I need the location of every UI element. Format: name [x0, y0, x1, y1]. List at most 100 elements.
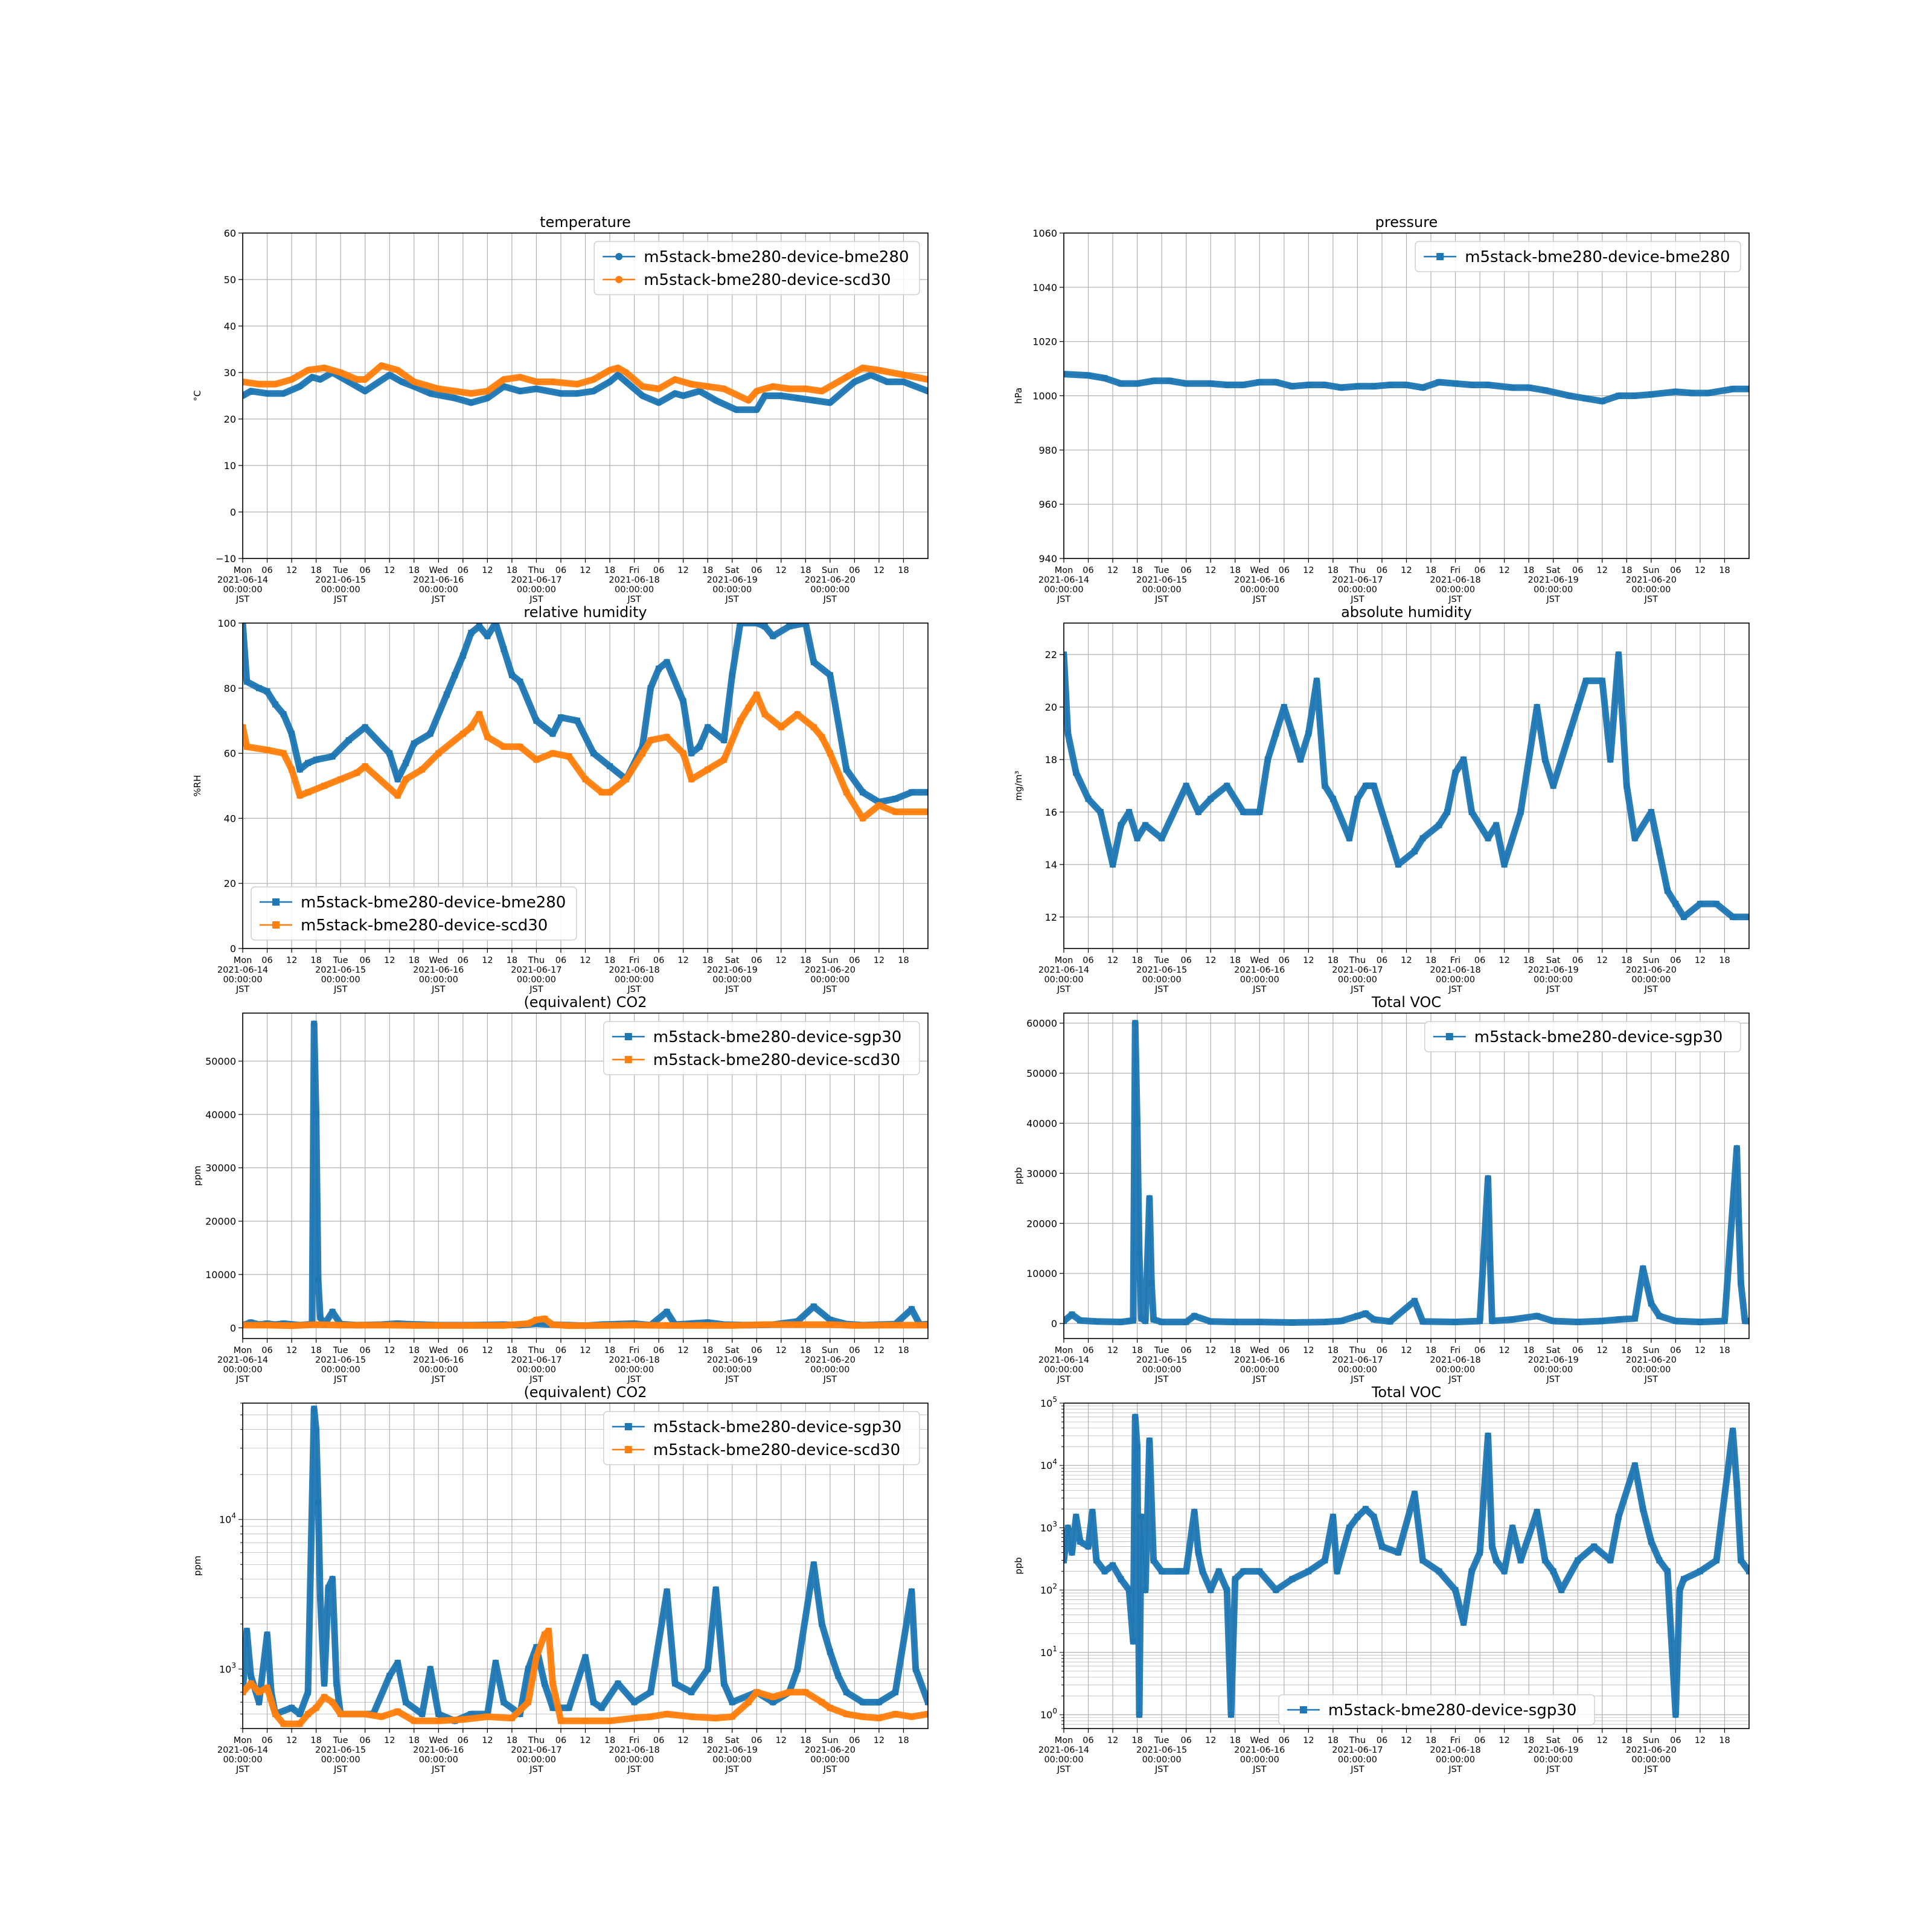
data-point: [729, 1322, 735, 1329]
x-tick-label: 18: [507, 1736, 517, 1745]
data-point: [1159, 1568, 1165, 1575]
y-tick-label-exp: 4: [231, 1512, 236, 1520]
data-point: [696, 1322, 703, 1329]
x-tick-day: Sun: [1643, 956, 1660, 965]
data-point: [243, 379, 246, 385]
data-point: [1064, 651, 1067, 658]
data-point: [1656, 1557, 1663, 1564]
y-tick-label: 104: [219, 1512, 236, 1526]
data-point: [1729, 913, 1736, 920]
data-point: [672, 390, 679, 397]
legend-label: m5stack-bme280-device-sgp30: [653, 1028, 902, 1046]
x-tick-label: 18: [507, 1346, 517, 1355]
data-point: [1371, 782, 1377, 789]
data-point: [819, 388, 825, 394]
x-tick-date: 2021-06-15: [315, 1355, 366, 1365]
voc-frame: [1063, 1012, 1750, 1339]
data-point: [1460, 1619, 1467, 1626]
data-point: [315, 1499, 321, 1506]
data-point: [607, 789, 613, 796]
x-tick-day: Mon: [234, 1346, 252, 1355]
x-tick-day: Fri: [629, 956, 639, 965]
data-point: [802, 385, 809, 392]
data-point: [925, 789, 928, 796]
legend-marker: [624, 1423, 632, 1430]
legend-marker: [615, 253, 623, 260]
series-markers-0: [1064, 371, 1749, 405]
x-tick-tz: JST: [627, 1375, 641, 1384]
data-point: [875, 1699, 882, 1706]
data-point: [712, 1715, 719, 1721]
data-point: [1227, 1712, 1234, 1718]
data-point: [729, 672, 735, 679]
y-tick-label: 100: [1040, 1707, 1057, 1721]
y-tick-label-base: 10: [1040, 1647, 1052, 1659]
data-point: [1240, 1568, 1247, 1575]
x-tick-tz: JST: [333, 1765, 347, 1774]
y-tick-label: 1000: [1032, 391, 1057, 402]
x-tick-label: 06: [1180, 1346, 1191, 1355]
x-tick-time: 00:00:00: [1338, 585, 1377, 595]
data-point: [403, 776, 409, 782]
data-point: [688, 1713, 695, 1720]
data-point: [925, 808, 928, 815]
data-point: [1656, 848, 1663, 855]
data-point: [1371, 1514, 1377, 1520]
x-tick-label: 18: [604, 1736, 615, 1745]
data-point: [1575, 1319, 1581, 1325]
temperature-frame: [242, 232, 929, 559]
data-point: [1509, 1316, 1516, 1323]
data-point: [1132, 1020, 1139, 1026]
x-tick-label: 06: [261, 956, 272, 965]
y-tick-label: 40000: [205, 1109, 236, 1121]
x-tick-label: 18: [1131, 1346, 1142, 1355]
data-point: [688, 381, 695, 388]
data-point: [1672, 901, 1679, 907]
x-tick-label: 06: [653, 956, 664, 965]
x-tick-label: 12: [1401, 956, 1412, 965]
data-point: [1305, 382, 1312, 388]
data-point: [1305, 730, 1312, 737]
x-tick-label: 06: [751, 1346, 762, 1355]
data-point: [545, 1628, 552, 1634]
data-point: [647, 1713, 654, 1720]
data-point: [248, 1680, 254, 1687]
data-point: [1697, 901, 1703, 907]
data-point: [875, 367, 882, 374]
data-point: [745, 1699, 752, 1706]
data-point: [549, 379, 556, 385]
data-point: [664, 1588, 670, 1595]
y-tick-label: 40000: [1026, 1118, 1057, 1129]
legend-label: m5stack-bme280-device-sgp30: [653, 1418, 902, 1436]
x-tick-label: 06: [1279, 956, 1290, 965]
y-tick-label: 12: [1045, 912, 1057, 923]
legend-marker: [624, 1446, 632, 1453]
x-tick-label: 18: [1719, 1346, 1730, 1355]
voc-legend: m5stack-bme280-device-sgp30: [1424, 1021, 1741, 1052]
y-tick-label: 10000: [205, 1269, 236, 1281]
x-tick-label: 18: [1621, 566, 1632, 575]
data-point: [329, 1308, 336, 1315]
series-markers-1: [243, 1316, 928, 1329]
data-point: [1089, 1509, 1096, 1515]
x-tick-day: Mon: [234, 566, 252, 575]
data-point: [1664, 1568, 1671, 1575]
x-tick-date: 2021-06-14: [217, 1355, 268, 1365]
x-tick-time: 00:00:00: [1044, 585, 1083, 595]
x-tick-tz: JST: [725, 1375, 739, 1384]
data-point: [1746, 913, 1749, 920]
data-point: [574, 381, 580, 388]
data-point: [1354, 1514, 1361, 1520]
y-tick-label: 30: [224, 367, 236, 379]
data-point: [590, 376, 597, 383]
data-point: [1656, 1313, 1663, 1319]
data-point: [721, 756, 728, 763]
x-tick-label: 12: [677, 1736, 688, 1745]
rh-frame: [242, 622, 929, 949]
data-point: [656, 385, 662, 392]
series-markers-1: [243, 1628, 928, 1727]
data-point: [1436, 1568, 1442, 1575]
x-tick-time: 00:00:00: [1142, 585, 1182, 595]
data-point: [607, 1718, 613, 1724]
x-tick-label: 12: [286, 1346, 297, 1355]
